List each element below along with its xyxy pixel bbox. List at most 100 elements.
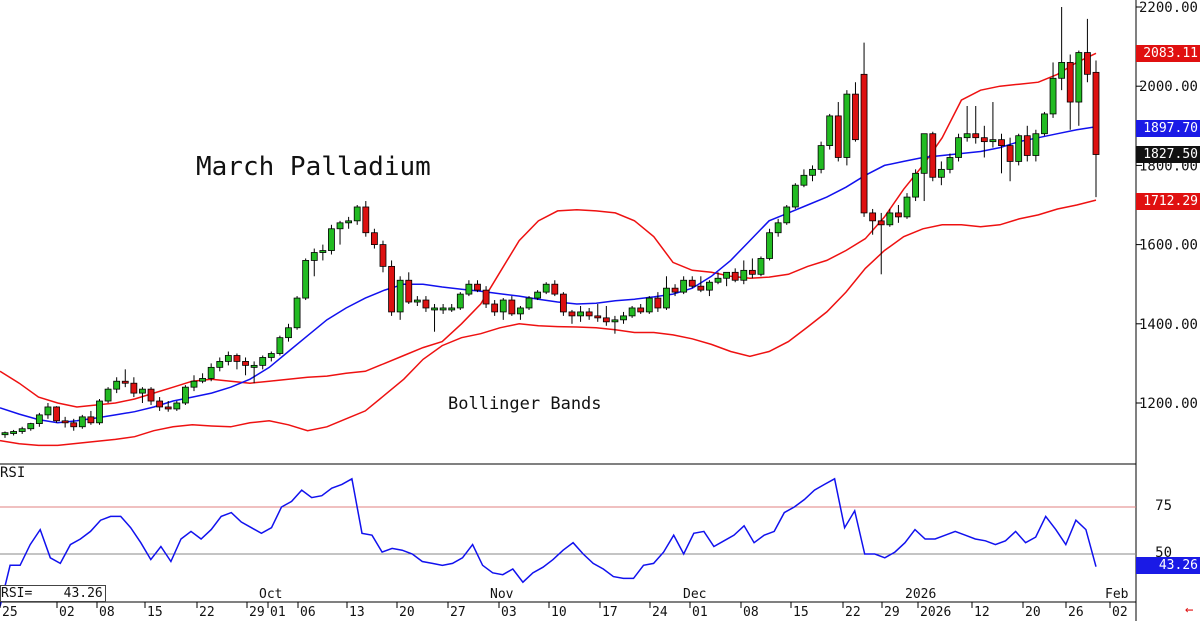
up-candle <box>809 168 816 176</box>
down-candle <box>671 287 679 293</box>
up-candle <box>413 299 421 303</box>
up-candle <box>328 228 335 251</box>
down-candle <box>61 420 69 424</box>
x-tick-label: 17 <box>602 605 618 620</box>
down-candle <box>594 315 602 319</box>
up-candle <box>199 378 206 382</box>
up-candle <box>276 337 284 354</box>
rsi-readout: RSI= 43.26 <box>0 585 106 602</box>
up-candle <box>766 232 773 259</box>
x-tick-label: 26 <box>1068 605 1084 620</box>
chart-title: March Palladium <box>196 152 431 182</box>
down-candle <box>474 283 481 291</box>
rsi-value-tag: 43.26 <box>1136 557 1200 574</box>
up-candle <box>577 311 584 317</box>
down-candle <box>748 269 756 275</box>
up-candle <box>78 416 86 428</box>
up-candle <box>104 388 112 402</box>
rsi-line <box>0 477 1097 607</box>
down-candle <box>379 244 387 267</box>
up-candle <box>319 250 327 253</box>
price-tick-label: 1600.00 <box>1139 238 1198 254</box>
down-candle <box>70 422 78 428</box>
down-candle <box>147 388 155 402</box>
down-candle <box>860 73 868 214</box>
x-tick-label: 06 <box>300 605 316 620</box>
down-candle <box>491 303 499 313</box>
up-candle <box>44 406 52 416</box>
up-candle <box>259 357 267 366</box>
x-tick-label: 03 <box>501 605 517 620</box>
up-candle <box>817 145 825 170</box>
up-candle <box>35 414 43 424</box>
down-candle <box>242 361 249 366</box>
up-candle <box>517 307 524 315</box>
price-tick-label: 2200.00 <box>1139 0 1198 16</box>
up-candle <box>285 327 292 339</box>
upper-band-tag: 2083.11 <box>1136 45 1200 62</box>
up-candle <box>207 366 215 379</box>
up-candle <box>465 283 473 295</box>
down-candle <box>130 382 138 394</box>
x-tick-label: 24 <box>652 605 668 620</box>
up-candle <box>740 269 748 281</box>
up-candle <box>955 137 962 158</box>
x-tick-label: 02 <box>1112 605 1128 620</box>
x-tick-label: 12 <box>974 605 990 620</box>
x-tick-label: 29 <box>884 605 900 620</box>
x-tick-label: 29 <box>249 605 265 620</box>
down-candle <box>972 133 980 139</box>
down-candle <box>834 115 842 158</box>
up-candle <box>525 297 533 309</box>
up-candle <box>714 277 722 283</box>
up-candle <box>886 212 894 226</box>
down-candle <box>87 416 95 424</box>
month-label: Nov <box>490 587 514 602</box>
lower-band-tag: 1712.29 <box>1136 193 1200 210</box>
down-candle <box>370 232 378 246</box>
up-candle <box>336 222 344 230</box>
x-tick-label: 01 <box>692 605 708 620</box>
down-candle <box>869 212 877 222</box>
up-candle <box>139 388 146 394</box>
x-tick-label: 10 <box>551 605 567 620</box>
down-candle <box>980 137 988 143</box>
down-candle <box>1084 52 1091 75</box>
down-candle <box>697 285 705 291</box>
up-candle <box>173 402 181 410</box>
down-candle <box>877 220 885 226</box>
down-candle <box>164 406 172 410</box>
up-candle <box>250 364 258 368</box>
up-candle <box>499 299 507 313</box>
up-candle <box>723 271 731 279</box>
up-candle <box>216 361 224 368</box>
down-candle <box>422 299 430 309</box>
up-candle <box>96 400 103 424</box>
up-candle <box>783 206 791 224</box>
up-candle <box>439 307 447 311</box>
up-candle <box>224 355 232 362</box>
x-tick-label: 22 <box>845 605 861 620</box>
down-candle <box>731 271 739 281</box>
down-candle <box>559 293 567 313</box>
up-candle <box>293 297 301 329</box>
x-tick-label: 2026 <box>920 605 951 620</box>
down-candle <box>637 307 645 313</box>
up-candle <box>1058 62 1066 79</box>
up-candle <box>182 386 189 404</box>
down-candle <box>121 380 129 384</box>
down-candle <box>1023 135 1031 156</box>
down-candle <box>482 289 490 305</box>
down-candle <box>508 299 516 315</box>
middle-band-tag: 1897.70 <box>1136 120 1200 137</box>
up-candle <box>791 184 799 208</box>
up-candle <box>680 279 688 293</box>
scroll-right-arrow-icon[interactable]: ← <box>1185 602 1194 618</box>
down-candle <box>1066 62 1074 103</box>
up-candle <box>611 319 619 323</box>
up-candle <box>628 307 636 317</box>
x-tick-label: 15 <box>793 605 809 620</box>
up-candle <box>912 172 919 198</box>
x-tick-label: 08 <box>743 605 759 620</box>
up-candle <box>774 222 782 234</box>
